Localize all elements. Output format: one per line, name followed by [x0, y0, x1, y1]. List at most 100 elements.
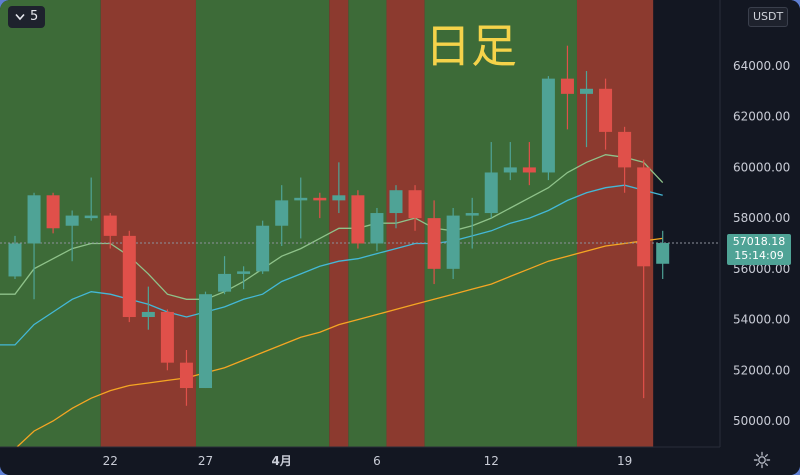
candle-body — [656, 243, 670, 264]
ma-line-mid — [0, 184, 663, 346]
candle — [351, 190, 365, 249]
x-tick-label: 12 — [484, 454, 499, 468]
candle — [141, 286, 155, 330]
y-tick-layer: 50000.00 52000.00 54000.00 56000.00 58000.00… — [733, 59, 790, 428]
candle-body — [199, 294, 212, 389]
candle — [237, 266, 251, 290]
candle-body — [160, 311, 174, 363]
candle — [199, 291, 212, 389]
candle — [637, 159, 651, 399]
candle-body — [618, 131, 632, 168]
y-tick-label: 58000.00 — [733, 211, 790, 225]
candle — [313, 192, 327, 219]
x-tick-label: 6 — [373, 454, 381, 468]
candle — [65, 210, 79, 262]
candle-body — [389, 190, 403, 214]
candle — [294, 177, 308, 239]
candle — [389, 185, 403, 229]
candle — [503, 142, 517, 181]
candle — [256, 220, 270, 274]
candle — [656, 230, 670, 279]
countdown-value: 15:14:09 — [734, 249, 784, 262]
ma-line-short — [0, 154, 664, 300]
candle-body — [599, 88, 613, 132]
candle-body — [503, 167, 517, 173]
candle — [27, 192, 41, 300]
candle — [46, 192, 60, 234]
candle-body — [465, 213, 479, 216]
candle — [446, 207, 460, 279]
candle-body — [408, 190, 422, 219]
last-price-value: 57018.18 — [732, 235, 786, 248]
candle — [560, 45, 574, 130]
candle-body — [256, 225, 270, 272]
candle — [103, 213, 117, 249]
candle-body — [65, 215, 79, 226]
candle — [179, 349, 193, 406]
x-tick-label: 22 — [103, 454, 118, 468]
candle-body — [46, 195, 60, 229]
y-tick-label: 62000.00 — [733, 110, 790, 124]
candle — [408, 185, 422, 231]
candle-body — [141, 311, 155, 318]
candle-body — [294, 197, 308, 201]
candle-body — [370, 213, 384, 244]
candle — [275, 185, 289, 247]
candle — [8, 235, 22, 279]
y-tick-label: 54000.00 — [733, 313, 790, 327]
zone-red — [329, 0, 349, 447]
candle-body — [351, 195, 365, 244]
candle-body — [218, 273, 232, 292]
currency-badge[interactable]: USDT — [748, 7, 789, 27]
candle — [484, 142, 498, 219]
candle — [122, 230, 136, 323]
candle-body — [27, 195, 41, 244]
candle-body — [446, 215, 460, 269]
candle-body — [427, 218, 441, 269]
x-tick-layer: 22 27 4月 6 12 19 — [103, 454, 633, 468]
candle-body — [103, 215, 117, 236]
candle-body — [313, 197, 327, 201]
candle — [541, 76, 555, 181]
candle-body — [84, 215, 98, 219]
overlay-title: 日足 — [425, 19, 517, 73]
interval-label: 5 — [30, 9, 39, 24]
chevron-down-icon — [15, 13, 25, 21]
y-tick-label: 56000.00 — [733, 262, 790, 276]
y-tick-label: 60000.00 — [733, 160, 790, 174]
candle — [618, 126, 632, 193]
candle — [427, 200, 441, 285]
gear-icon[interactable] — [753, 451, 771, 469]
last-price-tag: 57018.18 15:14:09 — [727, 234, 791, 265]
candle — [84, 177, 98, 221]
x-tick-label: 4月 — [272, 454, 292, 468]
x-tick-label: 27 — [198, 454, 213, 468]
y-tick-label: 64000.00 — [733, 59, 790, 73]
candle-body — [484, 172, 498, 214]
candle-body — [122, 235, 136, 318]
price-axis-panel — [720, 0, 800, 447]
candle-body — [8, 243, 22, 277]
candle-body — [275, 200, 289, 226]
candle — [160, 309, 174, 371]
time-axis-panel — [0, 447, 800, 475]
candle — [218, 256, 232, 295]
candle-body — [237, 271, 251, 274]
candle — [580, 71, 593, 148]
candle — [465, 197, 479, 249]
candle — [522, 142, 536, 186]
y-tick-label: 52000.00 — [733, 363, 790, 377]
candle-body — [541, 78, 555, 173]
candle-body — [560, 78, 574, 94]
candle-body — [580, 88, 593, 94]
candle-body — [637, 167, 651, 267]
ma-line-long — [0, 237, 663, 450]
candle-body — [522, 167, 536, 173]
candle-body — [332, 195, 346, 201]
candle — [332, 162, 346, 214]
interval-selector-button[interactable]: 5 — [8, 6, 46, 28]
candle — [599, 78, 613, 150]
y-tick-label: 50000.00 — [733, 414, 790, 428]
